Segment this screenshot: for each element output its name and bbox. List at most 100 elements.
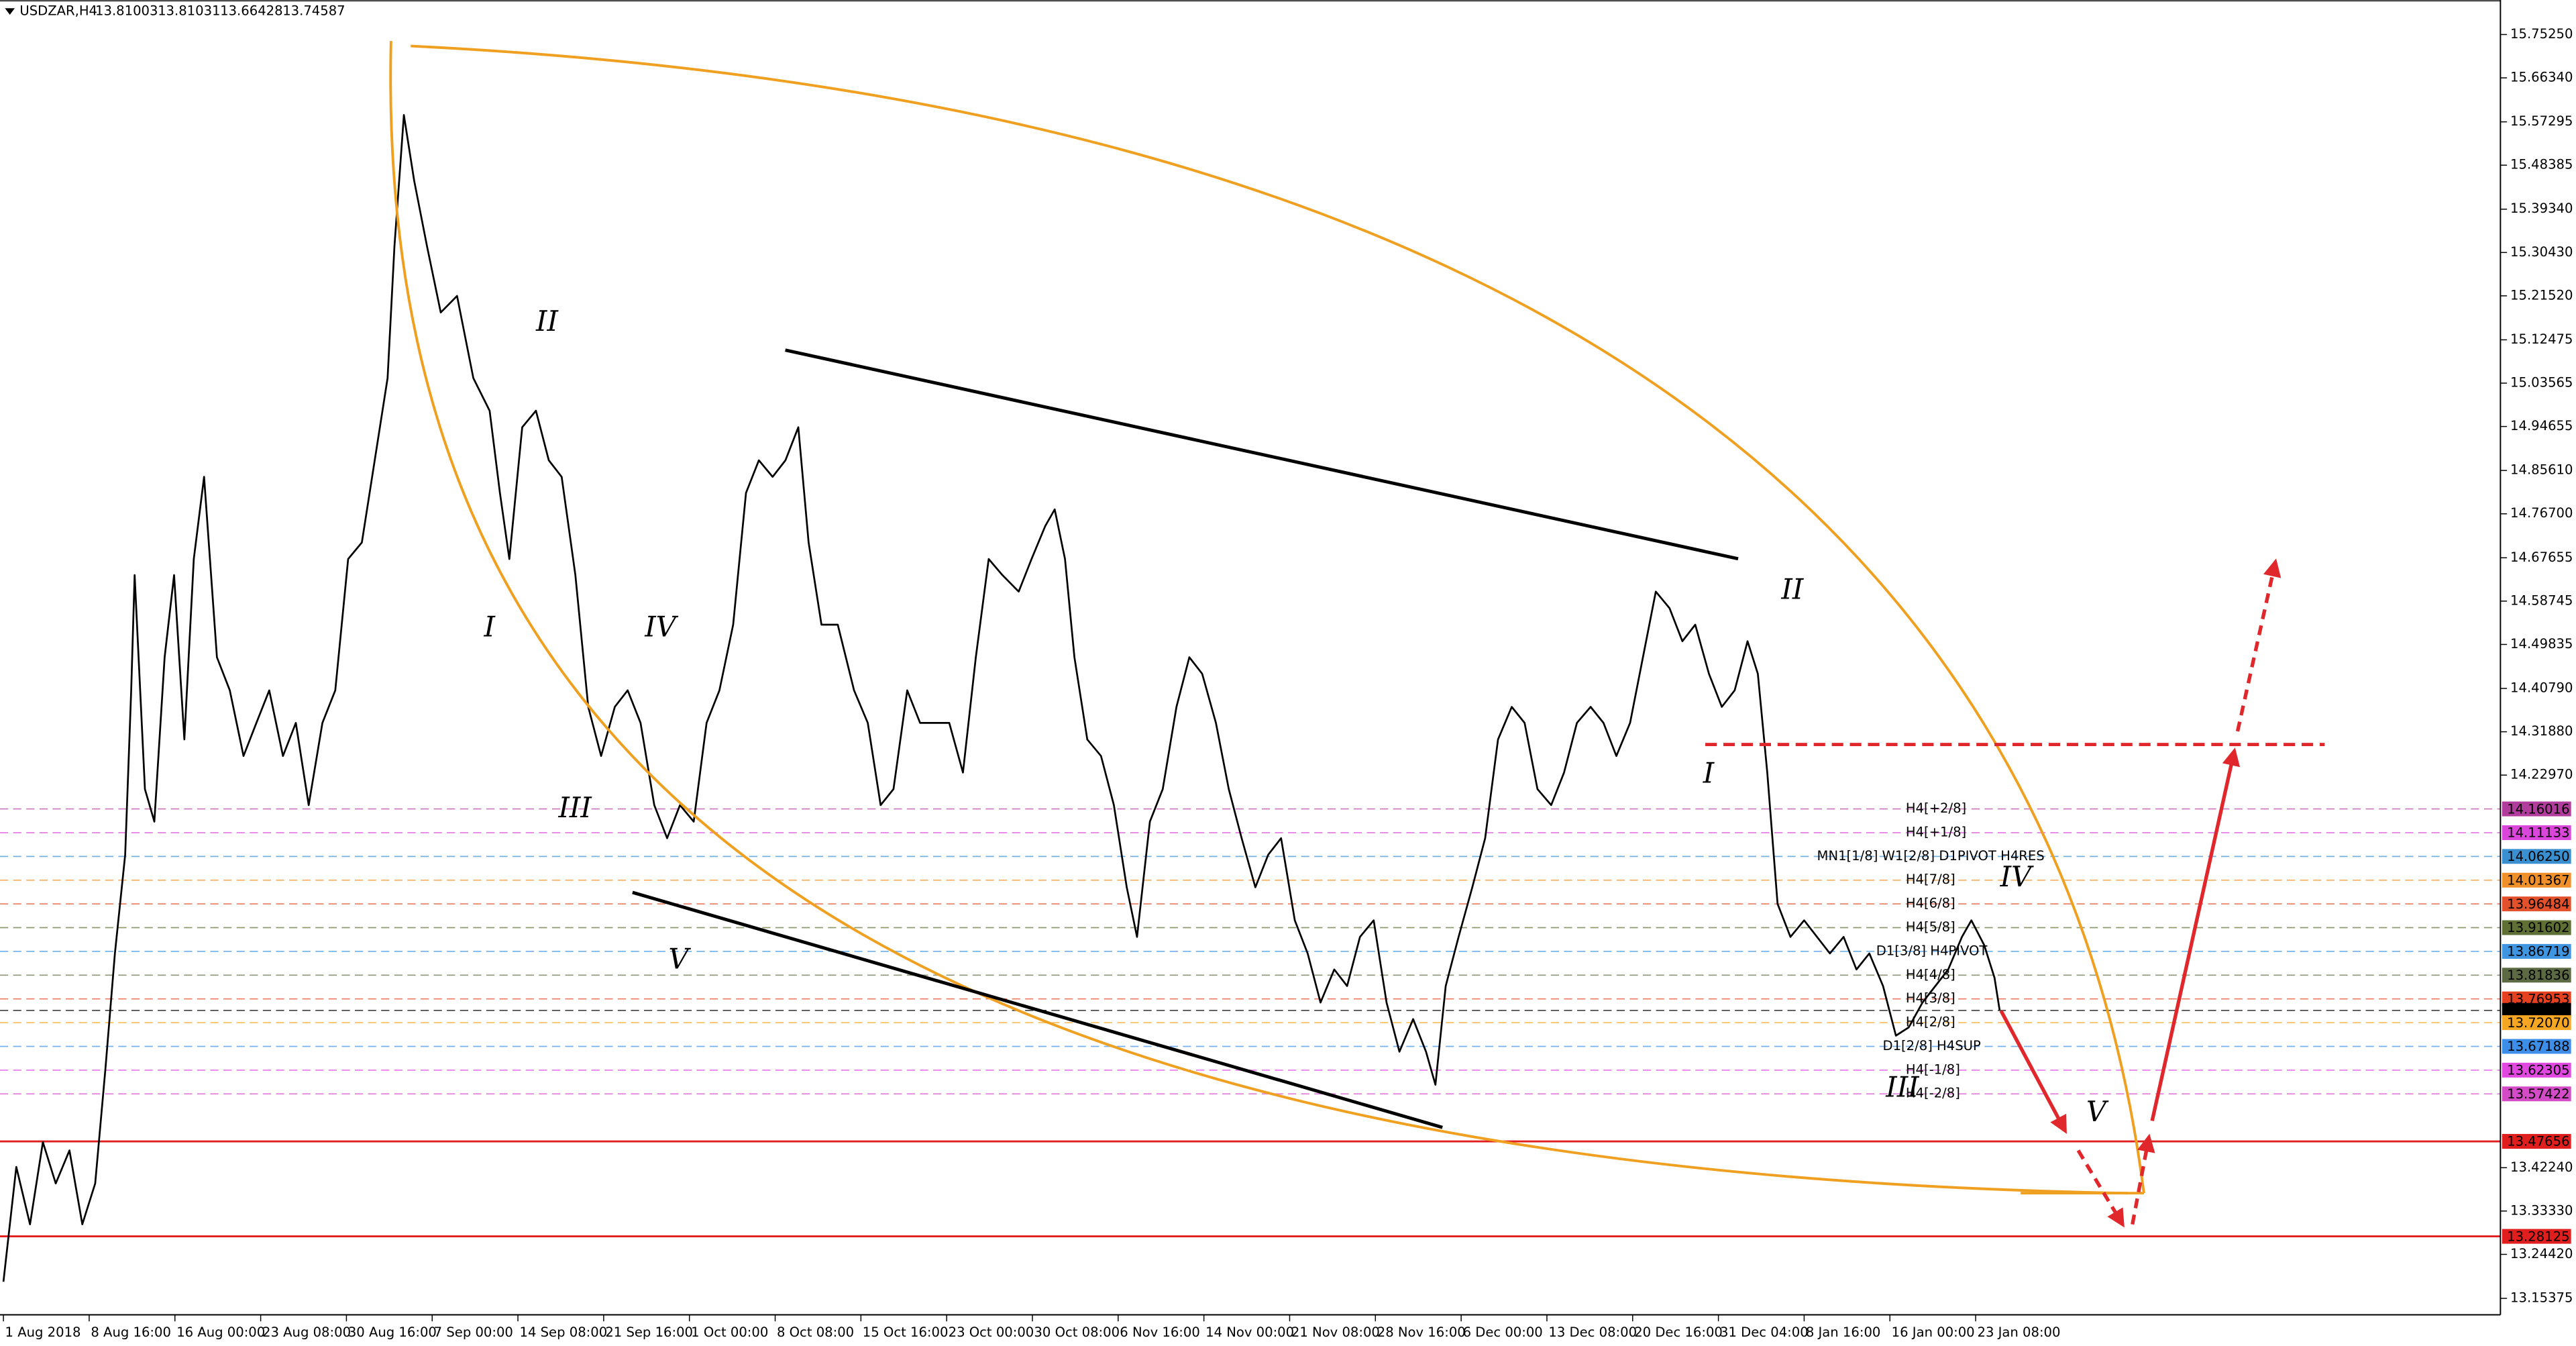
menu-arrow xyxy=(5,8,15,15)
level-name: H4[3/8] xyxy=(1906,990,1955,1006)
level-name: H4[5/8] xyxy=(1906,919,1955,935)
arrow xyxy=(2235,558,2282,732)
y-tick-label: 15.39340 xyxy=(2510,201,2573,216)
y-tick-label: 13.15375 xyxy=(2510,1290,2573,1306)
x-tick-label: 23 Jan 08:00 xyxy=(1978,1325,2061,1340)
level-price-box xyxy=(2502,920,2571,935)
y-tick-label: 14.49835 xyxy=(2510,636,2573,652)
y-tick-label: 15.66340 xyxy=(2510,70,2573,85)
y-tick-label: 13.42240 xyxy=(2510,1159,2573,1175)
axes: 15.75250 15.66340 15.57295 15.48385 15.39340… xyxy=(3,26,2573,1340)
y-tick-label: 14.76700 xyxy=(2510,505,2573,521)
level-price-box xyxy=(2502,1015,2571,1031)
y-tick-label: 15.21520 xyxy=(2510,287,2573,303)
levels: H4[+2/8] H4[+1/8] MN1[1/8] W1[2/8] D1PIVOT… xyxy=(0,800,2501,1238)
y-tick-label: 15.03565 xyxy=(2510,375,2573,391)
trend-line xyxy=(785,348,1739,561)
level-price: 14.06250 xyxy=(2507,849,2569,864)
level-name: H4[-1/8] xyxy=(1906,1062,1960,1077)
quote-low: 13.66428 xyxy=(220,3,282,19)
wave-label: I xyxy=(484,611,496,643)
quote-open: 13.81003 xyxy=(95,3,158,19)
x-tick-label: 16 Jan 00:00 xyxy=(1892,1325,1975,1340)
level-price-box xyxy=(2502,825,2571,840)
wave-label: I xyxy=(1703,757,1715,790)
x-tick-label: 1 Oct 00:00 xyxy=(691,1325,768,1340)
wave-label: II xyxy=(535,305,559,338)
level-name: MN1[1/8] W1[2/8] D1PIVOT H4RES xyxy=(1817,848,2045,864)
y-tick-label: 15.12475 xyxy=(2510,331,2573,347)
wave-label: III xyxy=(557,791,592,824)
x-tick-label: 14 Nov 00:00 xyxy=(1205,1325,1294,1340)
x-tick-label: 30 Oct 08:00 xyxy=(1034,1325,1120,1340)
x-tick-label: 13 Dec 08:00 xyxy=(1548,1325,1637,1340)
level-price: 13.91602 xyxy=(2507,920,2569,935)
y-tick-label: 15.30430 xyxy=(2510,244,2573,260)
level-price: 13.76953 xyxy=(2507,991,2569,1006)
wave-label: V xyxy=(668,942,691,975)
x-tick-label: 16 Aug 00:00 xyxy=(176,1325,265,1340)
y-tick-label: 15.48385 xyxy=(2510,157,2573,172)
level-name: H4[6/8] xyxy=(1906,896,1955,911)
level-price-box xyxy=(2502,1039,2571,1054)
quote-high: 13.81031 xyxy=(158,3,220,19)
y-tick-label: 14.40790 xyxy=(2510,680,2573,696)
drawings xyxy=(389,41,2325,1228)
x-tick-label: 14 Sep 08:00 xyxy=(520,1325,608,1340)
x-tick-label: 28 Nov 16:00 xyxy=(1377,1325,1466,1340)
level-price-box xyxy=(2502,896,2571,912)
x-tick-label: 23 Aug 08:00 xyxy=(262,1325,351,1340)
x-tick-label: 8 Oct 08:00 xyxy=(777,1325,854,1340)
arrow xyxy=(2150,747,2241,1122)
level-price: 14.16016 xyxy=(2507,801,2569,817)
level-price: 13.74587 xyxy=(2507,1003,2569,1019)
level-price-box xyxy=(2502,801,2571,817)
level-price: 13.62305 xyxy=(2507,1063,2569,1078)
level-price: 13.28125 xyxy=(2507,1229,2569,1244)
x-tick-label: 8 Aug 16:00 xyxy=(91,1325,171,1340)
x-tick-label: 21 Sep 16:00 xyxy=(605,1325,693,1340)
wave-label: II xyxy=(1780,572,1804,605)
y-tick-label: 14.22970 xyxy=(2510,767,2573,782)
wave-label: V xyxy=(2086,1095,2109,1128)
y-tick-label: 14.67655 xyxy=(2510,550,2573,565)
level-price: 13.81836 xyxy=(2507,968,2569,983)
x-tick-label: 20 Dec 16:00 xyxy=(1634,1325,1723,1340)
level-name: H4[-2/8] xyxy=(1906,1086,1960,1101)
arrow xyxy=(2076,1149,2125,1228)
x-tick-label: 31 Dec 04:00 xyxy=(1720,1325,1809,1340)
level-price-box xyxy=(2502,1002,2571,1018)
x-tick-label: 6 Dec 00:00 xyxy=(1463,1325,1543,1340)
x-tick-label: 8 Jan 16:00 xyxy=(1806,1325,1881,1340)
level-price-box xyxy=(2502,1086,2571,1102)
y-tick-label: 15.75250 xyxy=(2510,26,2573,42)
level-price-box xyxy=(2502,968,2571,983)
level-price-box xyxy=(2502,872,2571,888)
arrow xyxy=(1999,1010,2067,1134)
level-price-box xyxy=(2502,849,2571,864)
level-name: H4[+2/8] xyxy=(1906,800,1966,816)
level-price-box xyxy=(2502,1062,2571,1078)
x-tick-label: 1 Aug 2018 xyxy=(5,1325,81,1340)
price xyxy=(2,114,2001,1282)
level-price: 13.72070 xyxy=(2507,1015,2569,1031)
orange-arc xyxy=(389,41,2128,1195)
level-name: D1[3/8] H4PIVOT xyxy=(1876,943,1988,958)
wave-label: III xyxy=(1885,1070,1920,1103)
y-tick-label: 14.58745 xyxy=(2510,592,2573,608)
y-tick-label: 15.57295 xyxy=(2510,113,2573,129)
orange-arc xyxy=(411,44,2145,1194)
x-tick-label: 21 Nov 08:00 xyxy=(1291,1325,1380,1340)
symbol: USDZAR,H4 xyxy=(19,3,97,19)
level-price: 14.01367 xyxy=(2507,872,2569,888)
level-name: D1[2/8] H4SUP xyxy=(1883,1038,1981,1053)
level-price: 13.57422 xyxy=(2507,1086,2569,1102)
level-price: 14.11133 xyxy=(2507,825,2569,841)
level-price-box xyxy=(2502,1229,2571,1244)
level-price: 13.96484 xyxy=(2507,896,2569,912)
wave-label: IV xyxy=(2000,860,2034,893)
level-price: 13.67188 xyxy=(2507,1039,2569,1054)
level-name: H4[+1/8] xyxy=(1906,824,1966,839)
y-tick-label: 13.24420 xyxy=(2510,1246,2573,1261)
